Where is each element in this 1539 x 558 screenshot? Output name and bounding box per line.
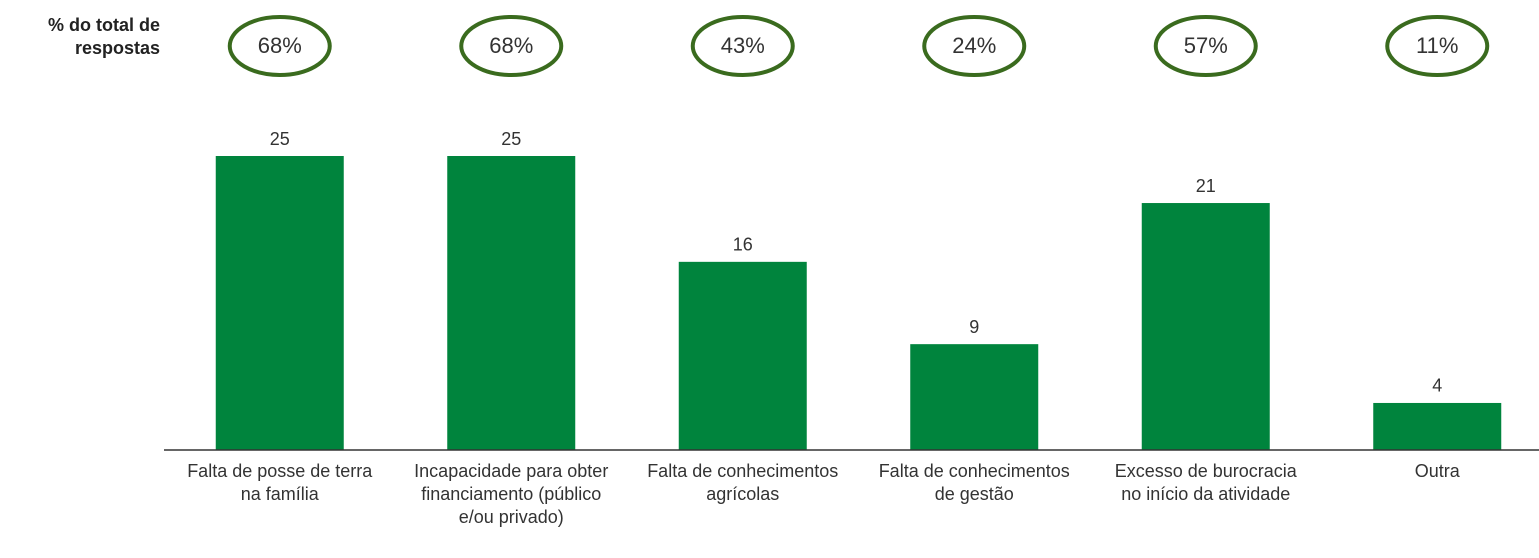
bar <box>215 156 344 450</box>
share-circle <box>459 15 564 77</box>
share-label: 68% <box>258 33 302 58</box>
x-tick-label: Outra <box>1414 461 1460 481</box>
share-circle <box>922 15 1027 77</box>
x-tick-label: Falta de conhecimentos agrícolas <box>647 461 839 504</box>
value-label: 4 <box>1432 376 1442 396</box>
x-tick-label: Excesso de burocracia no início da ativi… <box>1114 461 1297 504</box>
share-label: 68% <box>489 33 533 58</box>
share-circle <box>1385 15 1490 77</box>
share-circle <box>690 15 795 77</box>
x-tick-label: Falta de posse de terra na família <box>187 461 373 504</box>
bar <box>1141 203 1270 450</box>
bar <box>910 344 1039 450</box>
value-label: 21 <box>1196 176 1216 196</box>
x-tick-label: Falta de conhecimentos de gestão <box>878 461 1070 504</box>
value-label: 16 <box>733 235 753 255</box>
side-label: % do total de respostas <box>48 15 160 58</box>
value-label: 25 <box>270 129 290 149</box>
share-label: 43% <box>721 33 765 58</box>
bar <box>447 156 576 450</box>
bar <box>1373 402 1502 450</box>
share-label: 57% <box>1184 33 1228 58</box>
share-label: 24% <box>952 33 996 58</box>
bar <box>678 261 807 450</box>
x-tick-label: Incapacidade para obter financiamento (p… <box>414 461 609 527</box>
value-label: 25 <box>501 129 521 149</box>
value-label: 9 <box>969 317 979 337</box>
share-circle <box>1153 15 1258 77</box>
share-label: 11% <box>1416 33 1458 58</box>
share-circle <box>227 15 332 77</box>
